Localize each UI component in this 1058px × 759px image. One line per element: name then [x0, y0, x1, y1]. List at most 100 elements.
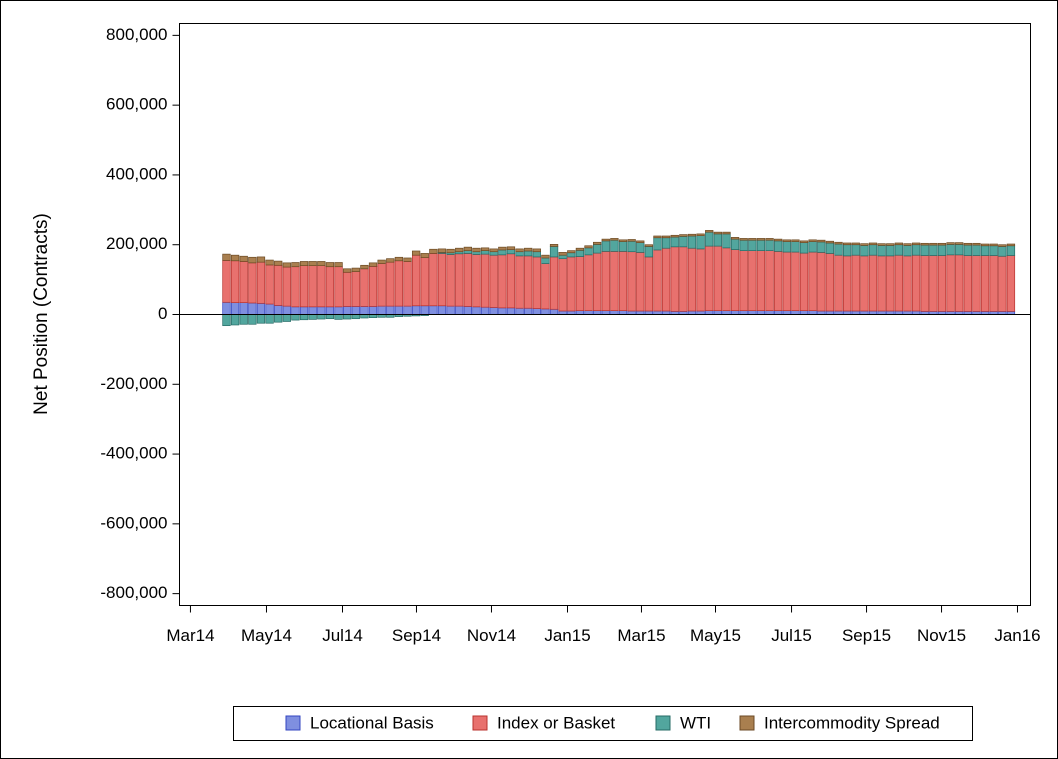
bar-segment	[593, 252, 602, 312]
bar-segment	[722, 310, 731, 315]
bar-segment	[946, 254, 955, 312]
bar-segment	[463, 306, 472, 315]
bar-segment	[748, 238, 757, 241]
bar-segment	[989, 243, 998, 247]
bar-segment	[515, 248, 524, 253]
bar-segment	[765, 238, 774, 241]
bar-segment	[222, 253, 231, 261]
bar-segment	[627, 310, 636, 315]
bar-segment	[455, 305, 464, 315]
bar-segment	[368, 265, 378, 307]
bar-segment	[868, 310, 878, 315]
bar-segment	[868, 254, 878, 312]
bar-segment	[998, 246, 1007, 257]
bar-segment	[963, 244, 972, 256]
bar-segment	[230, 260, 240, 303]
bar-segment	[670, 246, 679, 312]
bar-segment	[386, 305, 395, 315]
bar-segment	[498, 246, 507, 251]
legend-label: Intercommodity Spread	[764, 713, 940, 732]
bar-segment	[877, 255, 886, 312]
bar-segment	[825, 242, 835, 254]
bar-segment	[549, 308, 559, 315]
bar-segment	[593, 241, 602, 245]
bar-segment	[299, 265, 309, 308]
bar-segment	[420, 253, 429, 258]
bar-segment	[334, 262, 343, 268]
bar-segment	[282, 266, 291, 307]
bar-segment	[644, 246, 654, 258]
bar-segment	[308, 306, 317, 315]
bar-segment	[782, 310, 791, 315]
bar-segment	[799, 242, 809, 254]
bar-segment	[894, 244, 904, 256]
bar-segment	[480, 250, 490, 255]
legend	[233, 706, 973, 741]
bar-segment	[636, 240, 645, 243]
bar-segment	[230, 314, 240, 326]
bar-segment	[558, 310, 567, 315]
bar-segment	[774, 240, 783, 252]
bar-segment	[843, 244, 852, 257]
bar-segment	[670, 236, 679, 248]
bar-segment	[593, 244, 602, 254]
bar-segment	[687, 247, 697, 312]
bar-segment	[446, 248, 455, 254]
bar-segment	[679, 235, 688, 248]
bar-segment	[386, 258, 395, 263]
bar-segment	[713, 310, 722, 315]
bar-segment	[524, 250, 533, 257]
bar-segment	[817, 239, 826, 243]
bar-segment	[730, 238, 740, 250]
bar-segment	[549, 246, 559, 258]
bar-segment	[894, 254, 904, 312]
bar-segment	[368, 262, 378, 267]
bar-segment	[291, 262, 300, 268]
bar-segment	[886, 255, 895, 312]
bar-segment	[567, 250, 576, 254]
x-tick-label: Nov14	[467, 626, 516, 645]
bar-segment	[265, 303, 274, 315]
bar-segment	[722, 233, 731, 249]
bar-segment	[636, 252, 645, 312]
bar-segment	[524, 255, 533, 309]
bar-segment	[730, 249, 740, 312]
bar-segment	[817, 241, 826, 253]
bar-segment	[446, 305, 455, 315]
bar-segment	[644, 310, 654, 315]
bar-segment	[851, 310, 860, 315]
bar-segment	[256, 302, 266, 315]
bar-segment	[463, 246, 472, 251]
bar-segment	[730, 237, 740, 240]
bar-segment	[351, 306, 360, 315]
bar-segment	[274, 305, 283, 315]
bar-segment	[558, 258, 567, 312]
bar-segment	[644, 256, 654, 312]
bar-segment	[843, 255, 852, 312]
bar-segment	[489, 251, 498, 256]
bar-segment	[299, 306, 309, 315]
bar-segment	[756, 239, 766, 251]
bar-segment	[799, 310, 809, 315]
bar-segment	[808, 251, 817, 312]
bar-segment	[567, 252, 576, 258]
bar-segment	[351, 314, 360, 320]
bar-segment	[963, 242, 972, 246]
bar-segment	[489, 254, 498, 308]
bar-segment	[437, 253, 447, 307]
bar-segment	[825, 240, 835, 244]
bar-segment	[756, 310, 766, 315]
bar-segment	[705, 230, 714, 233]
bar-segment	[248, 256, 257, 264]
bar-segment	[886, 245, 895, 257]
bar-segment	[687, 310, 697, 315]
legend-swatch	[655, 715, 671, 731]
bar-segment	[834, 254, 843, 312]
bar-segment	[679, 246, 688, 312]
bar-segment	[877, 243, 886, 246]
bar-segment	[980, 243, 990, 247]
bar-segment	[696, 233, 705, 236]
bar-segment	[239, 261, 248, 303]
bar-segment	[343, 306, 352, 315]
